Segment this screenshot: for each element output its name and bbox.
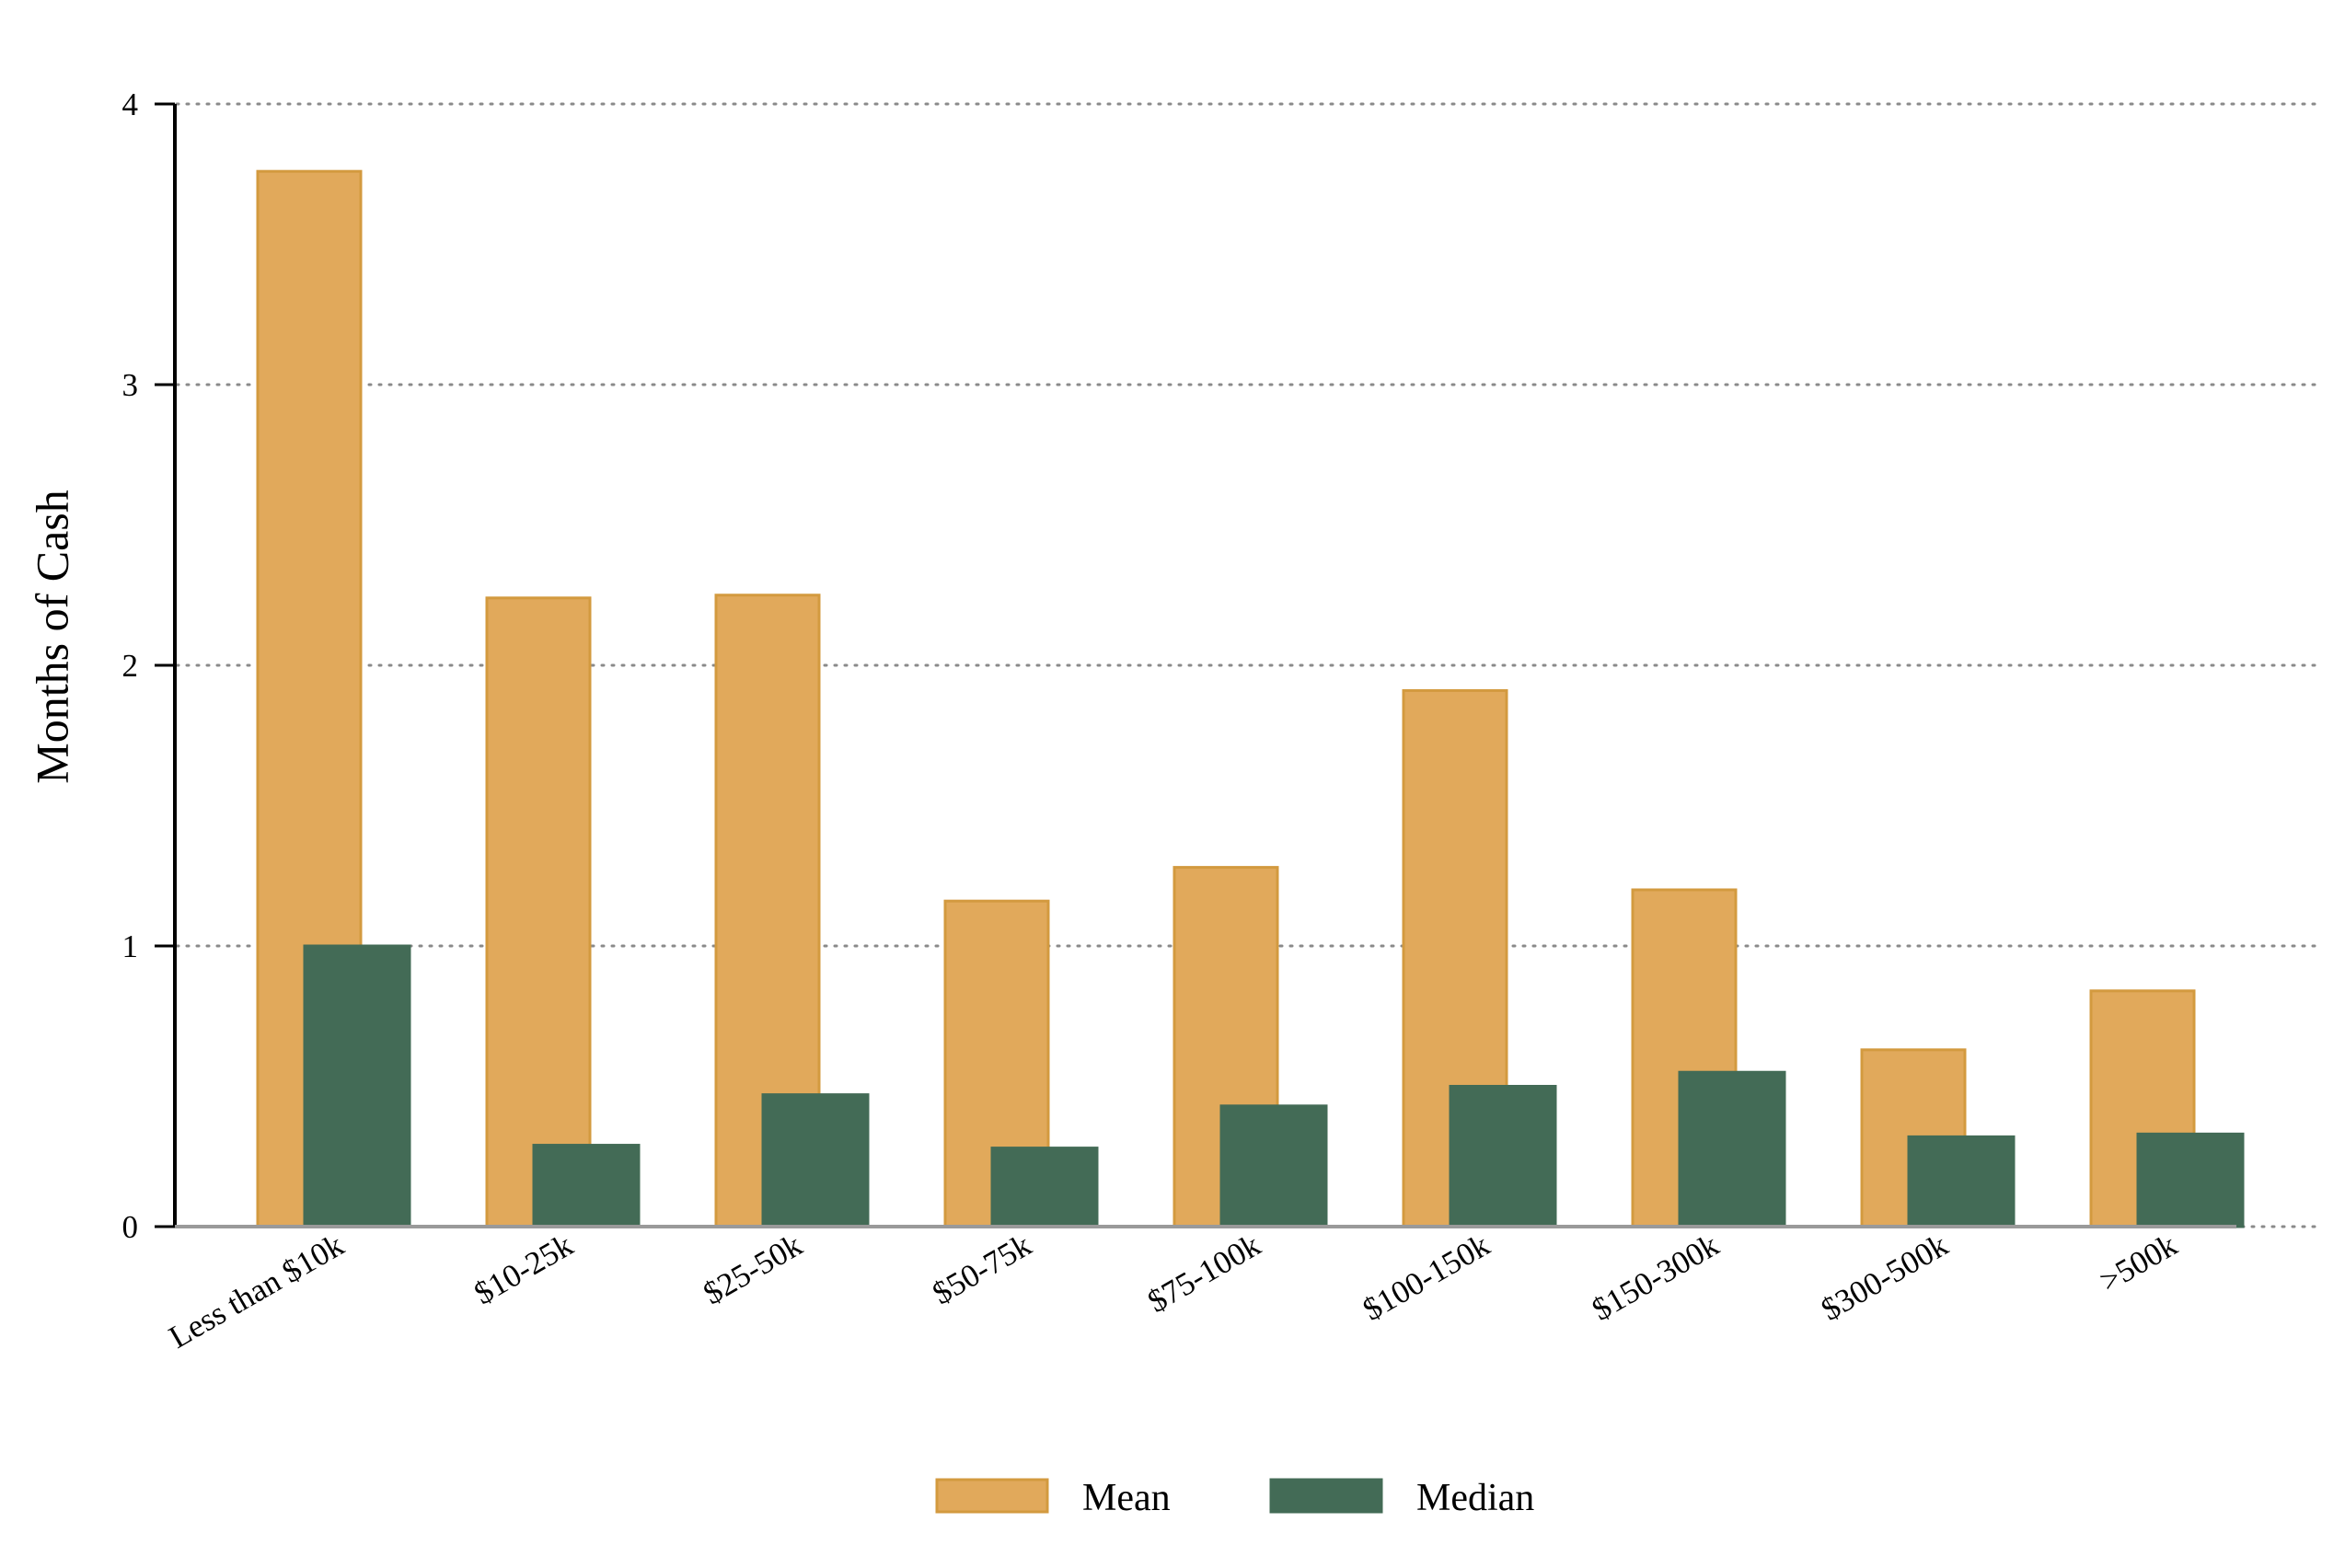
bars	[256, 169, 2245, 1228]
y-tick-label-4: 4	[122, 86, 139, 122]
bar-median-8	[2136, 1132, 2245, 1228]
legend-label-mean: Mean	[1082, 1477, 1171, 1519]
x-tick-label-1: $10-25k	[468, 1227, 579, 1311]
bar-mean-1	[485, 596, 592, 1228]
x-tick-label-2: $25-50k	[697, 1227, 808, 1311]
bar-median-7	[1907, 1135, 2016, 1228]
y-tick-labels: 0 1 2 3 4	[122, 86, 139, 1245]
x-tick-label-7: $300-500k	[1815, 1227, 1954, 1328]
bar-median-4	[1219, 1104, 1328, 1228]
y-tick-label-3: 3	[122, 367, 139, 403]
x-tick-label-0: Less than $10k	[163, 1227, 350, 1355]
bar-median-3	[990, 1147, 1099, 1228]
bar-median-1	[532, 1144, 641, 1228]
bar-median-2	[761, 1093, 870, 1228]
y-tick-label-2: 2	[122, 648, 139, 684]
x-tick-label-8: >500k	[2094, 1227, 2184, 1299]
y-axis-label: Months of Cash	[26, 490, 77, 783]
legend-swatch-median	[1269, 1478, 1383, 1514]
x-tick-label-5: $100-150k	[1357, 1227, 1496, 1328]
bar-median-0	[303, 944, 411, 1228]
x-tick-label-3: $50-75k	[926, 1227, 1037, 1311]
x-tick-label-4: $75-100k	[1141, 1227, 1266, 1320]
y-tick-label-0: 0	[122, 1209, 139, 1245]
bar-median-5	[1449, 1085, 1557, 1228]
x-tick-labels: Less than $10k $10-25k $25-50k $50-75k $75-1…	[163, 1227, 2183, 1355]
legend-label-median: Median	[1416, 1477, 1534, 1519]
bar-median-6	[1678, 1070, 1786, 1228]
legend-swatch-mean	[935, 1478, 1049, 1514]
y-tick-label-1: 1	[122, 928, 139, 964]
x-tick-label-6: $150-300k	[1586, 1227, 1725, 1328]
legend: Mean Median	[935, 1477, 1534, 1519]
axes	[155, 102, 2236, 1228]
